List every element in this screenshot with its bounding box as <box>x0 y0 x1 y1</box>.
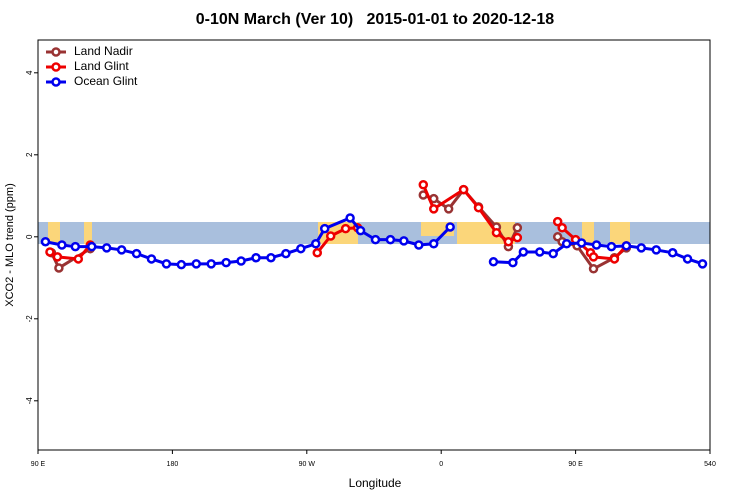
series-line <box>49 184 628 261</box>
point <box>281 248 291 259</box>
point <box>445 222 455 232</box>
point <box>473 202 484 213</box>
point <box>54 263 64 273</box>
point <box>443 204 454 214</box>
x-tick-label: 540 <box>704 461 716 468</box>
point <box>512 223 523 233</box>
chart-title: 0-10N March (Ver 10) 2015-01-01 to 2020-… <box>196 11 555 28</box>
point <box>101 243 112 253</box>
point <box>87 241 97 252</box>
legend-label: Ocean Glint <box>74 74 138 88</box>
point <box>606 241 617 252</box>
x-tick-label: 90 E <box>568 461 583 468</box>
point <box>221 257 231 268</box>
point <box>697 259 708 269</box>
point <box>682 254 693 264</box>
legend-marker <box>51 77 61 87</box>
plot-frame <box>37 39 711 451</box>
legend-marker <box>51 62 61 72</box>
y-tick-label: -2 <box>25 315 34 323</box>
point <box>576 238 587 248</box>
point <box>206 259 216 269</box>
point <box>345 213 355 223</box>
point <box>191 259 202 269</box>
point <box>312 248 323 258</box>
point <box>399 236 409 246</box>
legend-label: Land Glint <box>74 59 129 73</box>
point <box>561 239 572 249</box>
y-axis-label: XCO2 - MLO trend (ppm) <box>4 183 16 306</box>
x-tick-label: 90 W <box>299 461 316 468</box>
point <box>609 254 620 264</box>
point <box>340 223 351 234</box>
point <box>146 254 157 264</box>
point <box>116 245 127 255</box>
point <box>370 234 381 245</box>
y-tick-label: -4 <box>25 397 34 405</box>
point <box>458 184 469 195</box>
point <box>131 248 142 259</box>
point <box>621 241 632 251</box>
y-tick-label: 2 <box>25 152 34 157</box>
point <box>512 232 523 243</box>
point <box>325 231 336 241</box>
point <box>296 243 306 254</box>
point <box>491 227 502 238</box>
legend-marker <box>51 47 61 57</box>
point <box>488 257 499 267</box>
x-tick-label: 90 E <box>31 461 46 468</box>
point <box>667 248 678 258</box>
point <box>518 247 529 257</box>
point <box>40 236 51 247</box>
point <box>418 179 429 190</box>
point <box>428 204 439 214</box>
point <box>591 240 602 250</box>
point <box>70 241 81 252</box>
point <box>319 223 330 234</box>
point <box>535 247 545 257</box>
x-axis-label: Longitude <box>349 476 402 490</box>
point <box>266 252 276 263</box>
point <box>161 259 172 269</box>
point <box>73 254 84 264</box>
point <box>311 239 321 249</box>
point <box>548 248 558 259</box>
point <box>57 240 67 250</box>
y-tick-label: 4 <box>25 70 34 75</box>
point <box>428 239 439 249</box>
point <box>552 216 563 227</box>
point <box>588 252 599 262</box>
point <box>176 259 187 270</box>
legend-label: Land Nadir <box>74 44 133 58</box>
point <box>355 225 366 236</box>
point <box>52 252 63 262</box>
y-tick-label: 0 <box>25 234 34 239</box>
point <box>636 243 647 253</box>
point <box>557 223 567 233</box>
point <box>651 245 661 255</box>
point <box>45 247 55 257</box>
point <box>588 264 599 274</box>
point <box>414 240 424 250</box>
x-tick-label: 180 <box>167 461 179 468</box>
point <box>385 234 396 245</box>
point <box>236 256 246 266</box>
x-tick-label: 0 <box>439 461 443 468</box>
point <box>508 257 518 268</box>
point <box>251 252 261 263</box>
point <box>503 236 514 247</box>
